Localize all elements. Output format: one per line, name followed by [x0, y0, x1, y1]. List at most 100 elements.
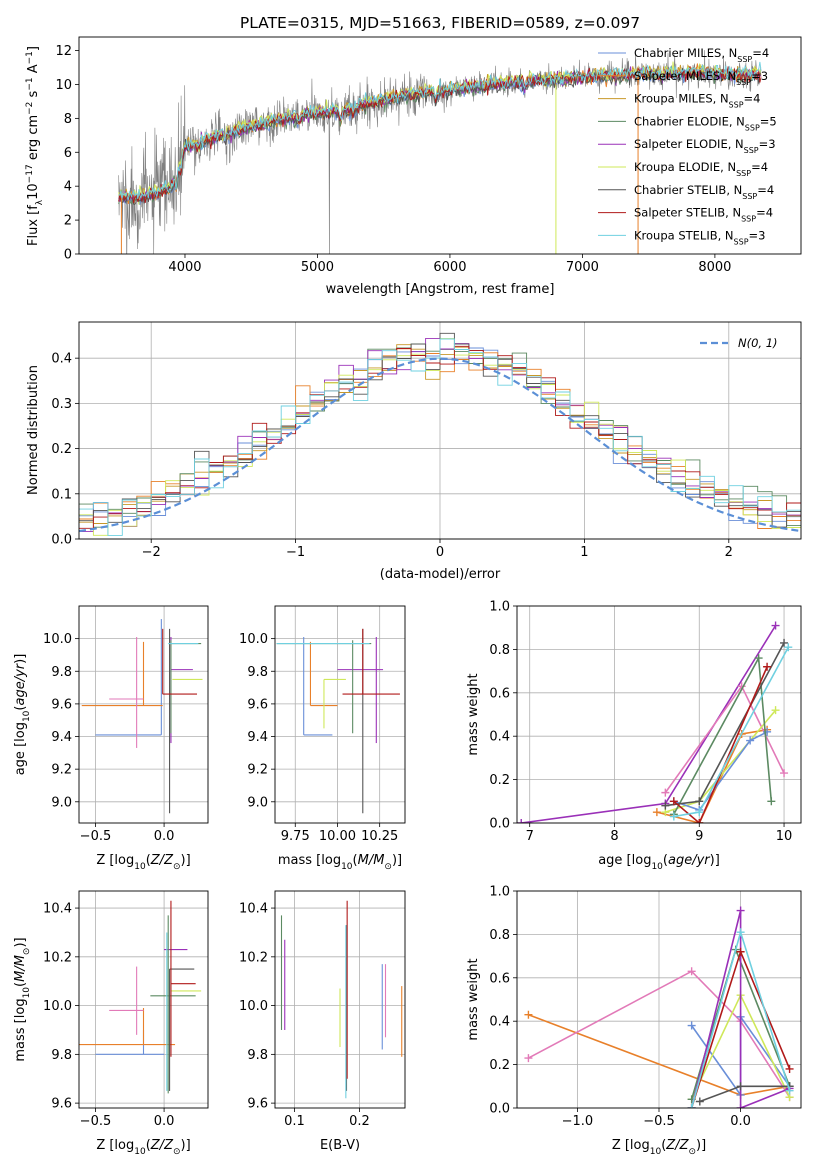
weight-marker	[784, 643, 793, 652]
label-part: Z [log	[96, 853, 134, 868]
y-tick-label: 4	[64, 180, 72, 195]
weight-marker	[754, 654, 763, 663]
label-part: mass weight	[466, 958, 481, 1040]
residuals-chart: −2 −1 0 1 2 0.0 0.1 0.2 0.3 0.4 N(0, 1) (data-model…	[26, 321, 802, 582]
y-axis-label: mass weight	[466, 673, 481, 755]
x-tick-label: 0.0	[154, 829, 175, 844]
y-tick-label: 10.2	[239, 950, 268, 965]
x-tick-label: 10.25	[361, 829, 398, 844]
y-tick-label: 9.6	[247, 1097, 268, 1112]
label-part: −1	[25, 77, 35, 90]
spectrum-chart: 4000 5000 6000 7000 8000 0 2 4 6 8 10 12 Chabrier MI…	[25, 36, 802, 297]
legend-sub: SSP	[737, 55, 752, 64]
grid-lines	[275, 606, 405, 823]
y-tick-label: 10.0	[239, 632, 268, 647]
y-tick-label: 9.2	[247, 763, 268, 778]
legend-sub: SSP	[729, 100, 744, 109]
normal-curve	[79, 357, 801, 533]
legend-entry: Salpeter ELODIE, NSSP=3	[634, 137, 776, 155]
label-part: (	[661, 1138, 666, 1153]
y-tick-label: 0.6	[489, 686, 510, 701]
grid-lines	[79, 606, 208, 823]
legend-suffix: =5	[760, 114, 777, 128]
y-tick-label: 9.8	[247, 665, 268, 680]
legend-sub: SSP	[741, 214, 756, 223]
y-tick-label: 9.8	[51, 1048, 72, 1063]
x-tick-label: −0.5	[643, 1114, 675, 1129]
x-axis-label: (data-model)/error	[380, 567, 501, 582]
weight-line	[528, 970, 791, 1098]
legend-sub: SSP	[736, 77, 751, 86]
x-axis-label: Z [log10(Z/Z⊙)]	[96, 853, 190, 872]
label-part: M/M	[13, 955, 28, 982]
legend-suffix: =4	[756, 206, 773, 220]
weight-marker	[661, 801, 670, 810]
x-tick-label: 0	[436, 545, 444, 560]
label-part: ⊙	[173, 1147, 181, 1157]
x-tick-label: 7000	[566, 260, 599, 275]
y-tick-label: 6	[64, 146, 72, 161]
x-tick-label: 8	[610, 829, 618, 844]
label-part: M/M	[358, 853, 385, 868]
label-part: 10	[651, 862, 663, 872]
mass_vs_Z-chart: −0.5 0.09.69.810.010.210.4Z [log10(Z/Z⊙)]…	[13, 890, 209, 1157]
legend-label: Salpeter MILES, N	[634, 69, 736, 83]
weight-line	[521, 625, 777, 823]
weight-marker	[652, 808, 661, 817]
y-tick-label: 10.0	[239, 999, 268, 1014]
figure-title: PLATE=0315, MJD=51663, FIBERID=0589, z=0…	[240, 14, 640, 32]
y-tick-label: 0.2	[51, 442, 72, 457]
weight-marker	[524, 1010, 533, 1019]
weight-series	[669, 662, 772, 823]
weight-marker	[767, 797, 776, 806]
weight-marker	[780, 638, 789, 647]
label-part: )]	[181, 853, 191, 868]
label-part: mass [log	[278, 853, 341, 868]
plot-area	[81, 619, 203, 814]
weight-marker	[736, 906, 745, 915]
y-axis-label: mass weight	[466, 958, 481, 1040]
errorbar-point	[170, 640, 202, 734]
axes: −2 −1 0 1 2 0.0 0.1 0.2 0.3 0.4	[51, 321, 802, 560]
legend-entry: N(0, 1)	[738, 336, 778, 350]
label-part: Z/Z	[150, 1138, 174, 1153]
legend-entry: Kroupa MILES, NSSP=4	[634, 92, 760, 110]
y-tick-label: 0.0	[489, 1102, 510, 1117]
weight-marker	[780, 769, 789, 778]
y-tick-label: 0.3	[51, 397, 72, 412]
weight-marker	[763, 662, 772, 671]
mass_vs_EBV-chart: 0.1 0.2 9.6 9.8 10.0 10.2 10.4 E(B-V)	[239, 890, 406, 1153]
label-part: (	[146, 853, 151, 868]
weight-marker	[669, 812, 678, 821]
y-tick-label: 0.1	[51, 487, 72, 502]
legend-suffix: =3	[751, 69, 768, 83]
label-part: λ	[35, 199, 45, 205]
weight-marker	[771, 621, 780, 630]
x-tick-label: −2	[142, 545, 161, 560]
legend-label: Kroupa MILES, N	[634, 92, 729, 106]
x-tick-label: 4000	[168, 260, 201, 275]
label-part: ⊙	[688, 1147, 696, 1157]
label-part: Flux [f	[26, 205, 41, 246]
y-tick-label: 0.8	[489, 643, 510, 658]
legend-sub: SSP	[736, 169, 751, 178]
plot-area	[524, 906, 794, 1108]
label-part: (	[13, 706, 28, 711]
label-part: −2	[25, 102, 35, 115]
weight-marker	[687, 967, 696, 976]
label-part: 10	[134, 1147, 146, 1157]
y-tick-label: 0.0	[51, 533, 72, 548]
weight-series	[687, 928, 794, 1108]
legend-suffix: =4	[751, 160, 768, 174]
legend-entry: Kroupa ELODIE, NSSP=4	[634, 160, 768, 178]
x-axis-label: E(B-V)	[320, 1138, 360, 1153]
label-part: wavelength [Angstrom, rest frame]	[326, 282, 555, 297]
legend-entry: Chabrier MILES, NSSP=4	[634, 46, 769, 64]
axes: 7 8 9 10 0.0 0.2 0.4 0.6 0.8 1.0	[489, 600, 802, 844]
grid-lines	[79, 891, 208, 1108]
label-part: Normed distribution	[26, 365, 41, 495]
plot-area	[517, 621, 793, 823]
label-part: )]	[392, 853, 402, 868]
errorbar-point	[323, 678, 346, 729]
